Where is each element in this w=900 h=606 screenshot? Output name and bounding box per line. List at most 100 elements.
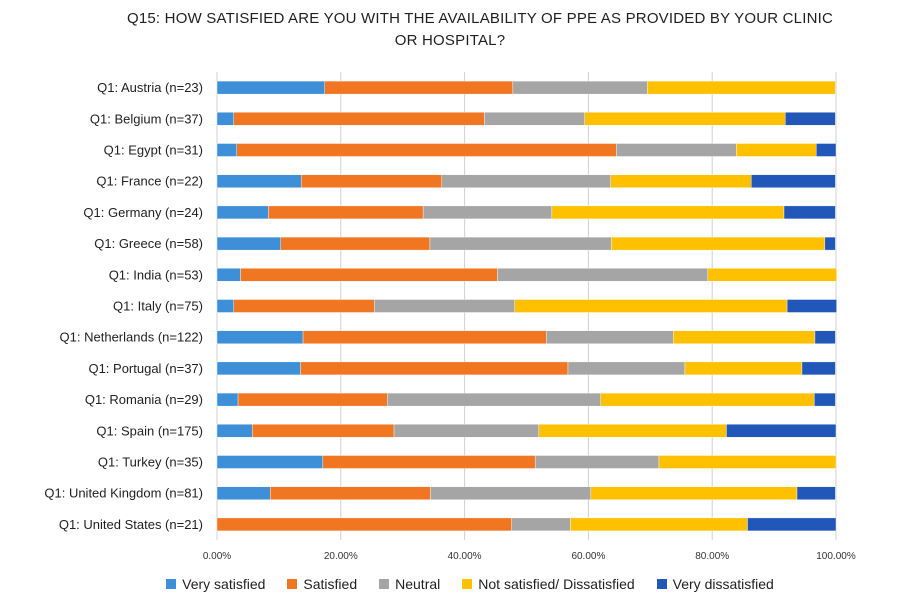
bar-segment — [430, 486, 592, 500]
legend-item: Satisfied — [287, 576, 357, 592]
bar-segment — [216, 299, 234, 313]
bar-segment — [216, 80, 325, 95]
bar-segment — [815, 143, 837, 157]
chart-legend: Very satisfied Satisfied Neutral Not satisf… — [0, 576, 900, 592]
bar-segment — [600, 392, 815, 407]
category-label: Q1: Austria (n=23) — [97, 80, 203, 95]
bar-segment — [684, 361, 803, 376]
bar-segment — [538, 424, 727, 438]
bar-segment — [590, 486, 798, 500]
legend-swatch — [379, 579, 390, 589]
bar-segment — [814, 392, 836, 407]
bar-segment — [236, 143, 617, 157]
bar-segment — [216, 486, 271, 500]
legend-item: Not satisfied/ Dissatisfied — [462, 576, 635, 592]
bar-segment — [747, 517, 837, 532]
chart-title: Q15: HOW SATISFIED ARE YOU WITH THE AVAI… — [0, 8, 900, 52]
bar-segment — [707, 268, 837, 282]
category-label: Q1: Netherlands (n=122) — [60, 330, 203, 345]
bar-segment — [610, 174, 752, 188]
bar-segment — [429, 236, 612, 251]
bar-segment — [302, 330, 547, 344]
bar-segment — [512, 80, 648, 95]
bar-segment — [216, 392, 239, 407]
bar-segment — [216, 455, 324, 469]
bar-segment — [216, 143, 238, 157]
bar-segment — [322, 455, 536, 469]
bar-segment — [252, 424, 395, 438]
bar-segment — [570, 517, 748, 532]
bar-segment — [801, 361, 836, 376]
bar-segment — [616, 143, 737, 157]
legend-item: Neutral — [379, 576, 440, 592]
legend-swatch — [656, 579, 667, 589]
bar-segment — [584, 112, 786, 126]
bar-segment — [497, 268, 709, 282]
bar-segment — [484, 112, 585, 126]
bar-segment — [647, 80, 836, 95]
category-label: Q1: India (n=53) — [109, 267, 203, 282]
bar-segment — [783, 205, 836, 220]
legend-label: Very satisfied — [182, 576, 266, 592]
legend-swatch — [166, 579, 177, 589]
bar-segment — [374, 299, 515, 313]
x-tick-label: 20.00% — [324, 551, 358, 562]
legend-label: Not satisfied/ Dissatisfied — [478, 576, 635, 592]
bar-segment — [393, 424, 540, 438]
bar-segment — [814, 330, 836, 344]
category-label: Q1: Portugal (n=37) — [88, 361, 203, 376]
bar-segment — [216, 361, 301, 376]
bar-segment — [422, 205, 553, 220]
bar-segment — [534, 455, 660, 469]
bar-segment — [300, 174, 442, 188]
category-label: Q1: Germany (n=24) — [83, 205, 203, 220]
legend-swatch — [287, 579, 298, 589]
legend-label: Very dissatisfied — [672, 576, 774, 592]
category-label: Q1: Italy (n=75) — [113, 299, 203, 314]
category-label: Q1: Turkey (n=35) — [98, 455, 203, 470]
bar-segment — [268, 205, 424, 220]
category-label: Q1: Belgium (n=37) — [90, 111, 203, 126]
category-label: Q1: Spain (n=175) — [96, 423, 203, 438]
bar-segment — [514, 299, 788, 313]
bar-segment — [216, 205, 269, 220]
bar-segment — [216, 112, 234, 126]
bar-segment — [280, 236, 431, 251]
category-label: Q1: Greece (n=58) — [94, 236, 203, 251]
bar-segment — [750, 174, 836, 188]
legend-item: Very satisfied — [166, 576, 265, 592]
bar-segment — [270, 486, 431, 500]
bar-segment — [216, 424, 253, 438]
x-tick-label: 0.00% — [203, 551, 231, 562]
bar-segment — [567, 361, 686, 376]
x-tick-label: 80.00% — [695, 551, 729, 562]
bar-segment — [324, 80, 514, 95]
bar-segment — [216, 174, 302, 188]
bar-segment — [216, 517, 512, 532]
chart-title-line-1: Q15: HOW SATISFIED ARE YOU WITH THE AVAI… — [126, 10, 834, 27]
bar-segment — [240, 268, 498, 282]
category-label: Q1: United Kingdom (n=81) — [44, 486, 203, 501]
legend-label: Neutral — [395, 576, 441, 592]
bar-segment — [511, 517, 571, 532]
bar-segment — [786, 299, 837, 313]
bar-segment — [611, 236, 826, 251]
bar-segment — [216, 268, 241, 282]
bar-segment — [551, 205, 785, 220]
category-label: Q1: United States (n=21) — [59, 517, 203, 532]
bar-segment — [796, 486, 836, 500]
bar-segment — [233, 112, 485, 126]
bar-segment — [216, 330, 304, 344]
category-label: Q1: Egypt (n=31) — [104, 143, 203, 158]
category-label: Q1: Romania (n=29) — [85, 392, 203, 407]
bar-segment — [233, 299, 375, 313]
bar-segment — [216, 236, 281, 251]
bar-segment — [824, 236, 836, 251]
x-tick-label: 40.00% — [448, 551, 482, 562]
bar-segment — [441, 174, 611, 188]
bar-segment — [546, 330, 674, 344]
bar-segment — [237, 392, 388, 407]
bar-segment — [785, 112, 836, 126]
bar-segment — [658, 455, 837, 469]
